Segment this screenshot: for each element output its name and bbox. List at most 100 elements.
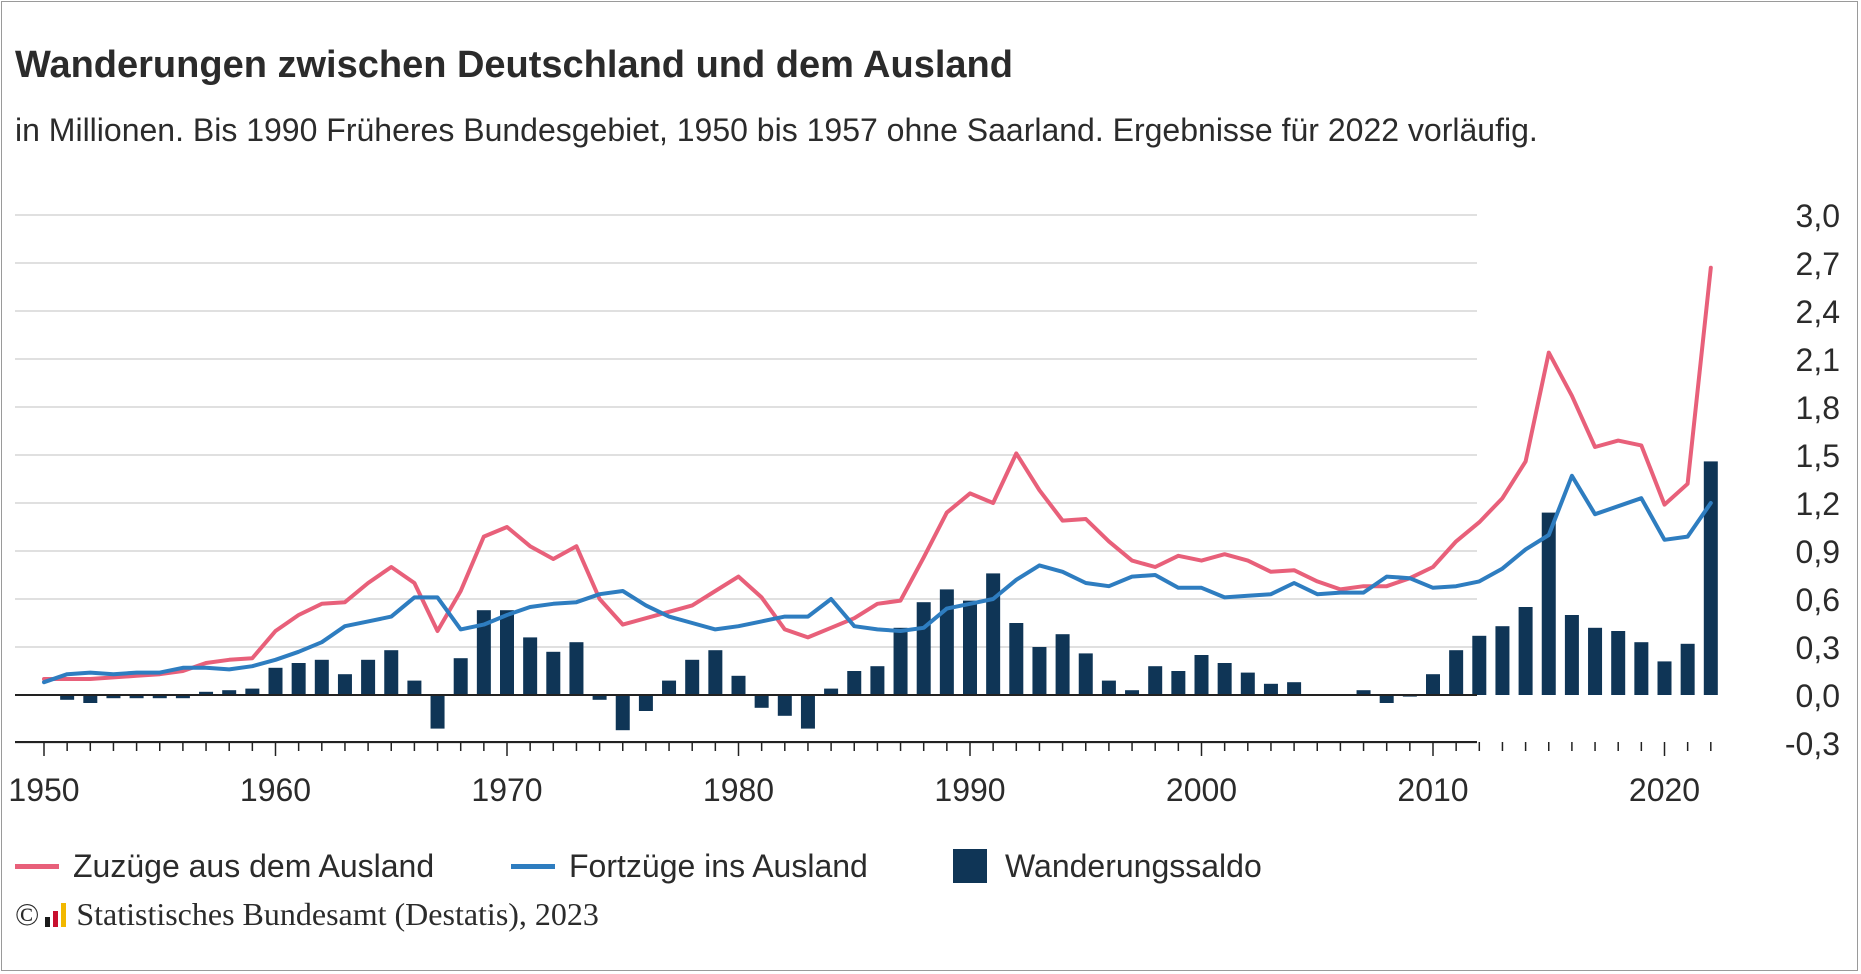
saldo-bar xyxy=(1125,690,1140,695)
saldo-bar xyxy=(1426,674,1440,695)
source-text: Statistisches Bundesamt (Destatis), 2023 xyxy=(76,896,599,932)
y-tick-label: 2,4 xyxy=(1796,294,1840,330)
legend-swatch-fortzuege xyxy=(511,863,555,869)
fortzuege-line xyxy=(42,473,1713,685)
legend-label-saldo: Wanderungssaldo xyxy=(1005,847,1262,884)
saldo-bar xyxy=(1541,512,1556,695)
saldo-bar xyxy=(1518,607,1533,695)
saldo-bar xyxy=(476,610,491,695)
saldo-bar xyxy=(384,650,399,695)
legend-item-zuzuege: Zuzüge aus dem Ausland xyxy=(15,844,434,888)
saldo-bar xyxy=(83,695,98,703)
y-tick-label: 3,0 xyxy=(1796,198,1840,234)
series-lines xyxy=(42,265,1713,685)
legend-swatch-saldo xyxy=(953,849,987,883)
saldo-bar xyxy=(152,695,167,699)
y-tick-label: 0,3 xyxy=(1796,630,1840,666)
saldo-bar xyxy=(1101,680,1116,695)
saldo-bar xyxy=(1171,671,1186,695)
saldo-bar xyxy=(1611,631,1626,695)
x-tick-label: 1970 xyxy=(471,772,542,808)
saldo-bar xyxy=(291,663,306,695)
y-tick-label: -0,3 xyxy=(1785,726,1840,762)
saldo-bar xyxy=(1240,672,1255,695)
saldo-bar xyxy=(1194,655,1209,695)
saldo-bar xyxy=(523,637,538,695)
saldo-bar xyxy=(963,600,977,695)
saldo-bar xyxy=(1588,627,1603,695)
saldo-bar xyxy=(453,658,468,695)
saldo-bar xyxy=(222,690,237,695)
saldo-bar xyxy=(1564,615,1579,695)
legend-item-saldo: Wanderungssaldo xyxy=(948,844,1262,888)
legend-label-zuzuege: Zuzüge aus dem Ausland xyxy=(73,847,435,884)
saldo-bar xyxy=(870,666,885,695)
saldo-bar xyxy=(60,695,75,700)
zuzuege-line xyxy=(42,265,1713,681)
y-tick-label: 2,1 xyxy=(1796,342,1840,378)
saldo-bar xyxy=(1287,682,1302,695)
x-tick-label: 1990 xyxy=(934,772,1005,808)
saldo-bar xyxy=(893,627,908,695)
y-tick-label: 0,6 xyxy=(1796,582,1840,618)
saldo-bar xyxy=(731,675,746,695)
saldo-bar xyxy=(916,602,931,695)
saldo-bar xyxy=(1680,643,1695,695)
chart-title: Wanderungen zwischen Deutschland und dem… xyxy=(15,44,1013,86)
y-tick-label: 1,8 xyxy=(1796,390,1840,426)
saldo-bar xyxy=(1449,650,1464,695)
destatis-logo-icon xyxy=(45,902,67,927)
saldo-bar xyxy=(337,674,352,695)
saldo-bar xyxy=(430,695,445,729)
grid-lines xyxy=(15,214,1477,744)
saldo-bar xyxy=(1148,666,1163,695)
saldo-bar xyxy=(1263,683,1278,695)
saldo-bar xyxy=(1379,695,1394,703)
saldo-bar xyxy=(824,688,839,695)
saldo-bar xyxy=(662,680,677,695)
saldo-bar xyxy=(1495,626,1510,695)
axes: 3,0 2,7 2,4 2,1 1,8 1,5 1,2 0,9 0,6 0,3 0,0 -0,3 195… xyxy=(8,198,1840,808)
saldo-bar xyxy=(106,695,121,699)
saldo-bar xyxy=(638,695,653,711)
x-tick-label: 2010 xyxy=(1397,772,1468,808)
x-tick-label: 2000 xyxy=(1166,772,1237,808)
saldo-bar xyxy=(708,650,723,695)
y-tick-label: 1,5 xyxy=(1796,438,1840,474)
saldo-bar xyxy=(1634,642,1649,695)
legend-label-fortzuege: Fortzüge ins Ausland xyxy=(569,847,868,884)
copyright-symbol: © xyxy=(15,896,40,932)
saldo-bar xyxy=(407,680,422,695)
x-tick-label: 1950 xyxy=(8,772,79,808)
saldo-bar xyxy=(1217,663,1232,695)
saldo-bar xyxy=(1009,623,1024,695)
saldo-bar xyxy=(245,688,260,695)
saldo-bar xyxy=(592,695,607,700)
x-tick-label: 1980 xyxy=(703,772,774,808)
legend-swatch-zuzuege xyxy=(15,863,59,869)
x-tick-label: 1960 xyxy=(240,772,311,808)
saldo-bar xyxy=(569,642,584,695)
saldo-bar xyxy=(546,651,561,695)
saldo-bar xyxy=(1032,647,1047,695)
saldo-bar xyxy=(1703,461,1718,695)
saldo-bar xyxy=(199,691,214,695)
saldo-bar xyxy=(268,667,283,695)
saldo-bar xyxy=(615,695,630,731)
saldo-bar xyxy=(777,695,792,716)
source-note: © Statistisches Bundesamt (Destatis), 20… xyxy=(15,896,599,933)
saldo-bars xyxy=(60,461,1718,731)
saldo-bar xyxy=(1657,661,1672,695)
saldo-bar xyxy=(685,659,700,695)
saldo-bar xyxy=(129,695,144,699)
saldo-bar xyxy=(754,695,769,708)
saldo-bar xyxy=(175,695,190,699)
saldo-bar xyxy=(1356,690,1371,695)
x-tick-label: 2020 xyxy=(1629,772,1700,808)
saldo-bar xyxy=(939,589,954,695)
saldo-bar xyxy=(1472,635,1487,695)
y-tick-label: 1,2 xyxy=(1796,486,1840,522)
legend-item-fortzuege: Fortzüge ins Ausland xyxy=(511,844,868,888)
